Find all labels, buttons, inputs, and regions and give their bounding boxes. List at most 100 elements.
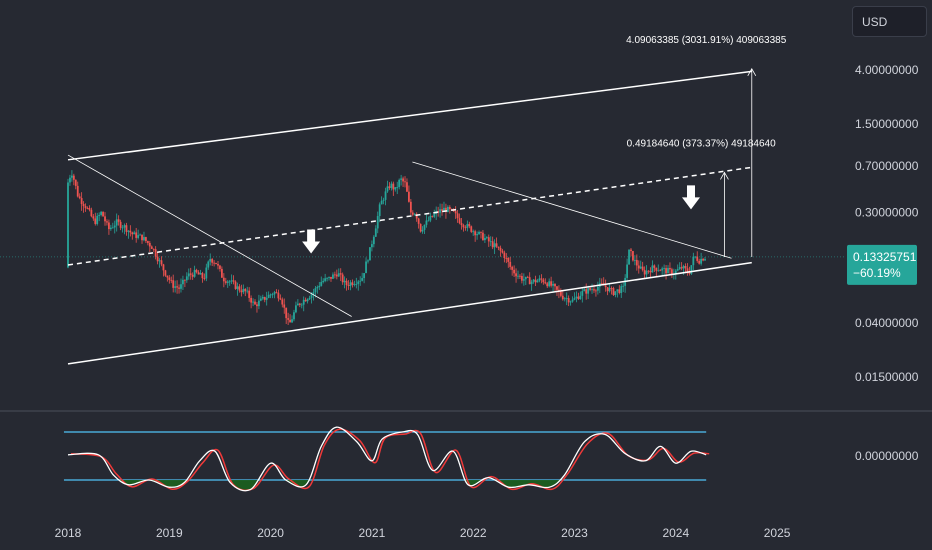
currency-button[interactable]: USD <box>852 6 927 37</box>
candle-body <box>554 283 556 287</box>
candle-body <box>269 294 272 296</box>
candle-body <box>168 277 171 280</box>
candle-body <box>478 231 480 235</box>
candle-body <box>380 200 383 205</box>
candle-body <box>655 267 658 271</box>
candle-body <box>267 294 270 298</box>
candle-body <box>542 279 545 283</box>
candle-body <box>421 229 424 232</box>
candle-body <box>556 286 558 290</box>
candle-body <box>295 305 297 313</box>
candle-body <box>271 294 274 296</box>
candle-body <box>394 187 397 190</box>
candle-body <box>172 280 175 288</box>
candle-body <box>595 290 597 292</box>
candle-body <box>166 275 169 278</box>
projection-label-1: 4.09063385 (3031.91%) 409063385 <box>626 35 787 46</box>
candle-body <box>322 280 325 282</box>
candle-body <box>585 289 588 294</box>
candle-body <box>579 295 582 300</box>
candle-body <box>242 288 245 293</box>
candle-body <box>653 265 656 268</box>
candle-body <box>369 247 371 261</box>
candle-body <box>220 268 223 278</box>
candle-body <box>663 268 666 269</box>
candle-body <box>667 268 669 274</box>
price-tick-label: 1.50000000 <box>855 117 919 131</box>
candle-body <box>386 186 389 192</box>
candle-body <box>396 187 399 188</box>
candle-body <box>182 279 184 285</box>
candle-body <box>425 220 428 225</box>
candle-body <box>643 270 646 275</box>
candle-body <box>258 300 260 307</box>
candle-body <box>559 291 562 296</box>
candle-body <box>343 280 346 283</box>
candle-body <box>659 270 662 272</box>
candle-body <box>300 304 303 306</box>
candle-body <box>254 301 256 305</box>
candle-body <box>86 208 89 209</box>
candle-body <box>98 214 101 216</box>
candle-body <box>148 242 151 247</box>
candle-body <box>552 283 554 286</box>
candle-body <box>489 241 492 243</box>
candle-body <box>690 265 693 274</box>
channel-upper-line <box>67 70 752 161</box>
price-tick-label: 0.70000000 <box>855 159 919 173</box>
candle-body <box>419 223 422 232</box>
candle-body <box>283 304 286 308</box>
candle-body <box>90 209 93 217</box>
candle-body <box>339 273 342 275</box>
candle-body <box>94 218 97 224</box>
candle-body <box>314 288 317 293</box>
candle-body <box>487 237 490 242</box>
candle-body <box>491 241 494 248</box>
candle-body <box>501 250 504 253</box>
time-tick-label: 2024 <box>662 526 689 540</box>
price-tick-label: 0.30000000 <box>855 205 919 219</box>
candle-body <box>328 276 330 278</box>
projection-label-2: 0.49184640 (373.37%) 49184640 <box>627 138 776 149</box>
candle-body <box>248 290 251 298</box>
candle-body <box>222 277 225 282</box>
candle-body <box>108 222 110 230</box>
candle-body <box>411 212 414 215</box>
candle-body <box>332 274 334 279</box>
candle-body <box>67 182 69 268</box>
candle-body <box>550 281 553 286</box>
candle-body <box>513 269 516 274</box>
candle-body <box>117 219 120 222</box>
candle-body <box>409 201 412 213</box>
candle-body <box>289 319 291 323</box>
time-tick-label: 2020 <box>257 526 284 540</box>
candle-body <box>123 225 126 228</box>
candle-body <box>591 289 593 291</box>
candle-body <box>191 274 194 277</box>
candle-body <box>538 278 541 281</box>
down-arrow-icon <box>302 229 321 254</box>
candle-body <box>127 230 130 232</box>
candle-body <box>371 244 373 248</box>
candle-body <box>302 299 305 305</box>
candle-body <box>649 270 652 273</box>
candle-body <box>88 208 91 210</box>
candle-body <box>567 298 570 303</box>
candle-body <box>692 256 695 266</box>
candle-body <box>207 261 210 268</box>
candle-body <box>684 266 687 269</box>
candle-body <box>482 232 484 241</box>
candle-body <box>616 289 619 292</box>
candle-body <box>183 279 186 281</box>
candle-body <box>460 223 463 226</box>
candle-body <box>335 274 338 277</box>
candle-body <box>121 227 124 229</box>
candle-body <box>507 257 510 262</box>
price-badge-box <box>847 244 917 285</box>
candle-body <box>657 270 660 272</box>
downtrend-line <box>412 161 732 259</box>
candle-body <box>345 280 348 286</box>
price-tick-label: 4.00000000 <box>855 63 919 77</box>
candle-body <box>618 289 621 293</box>
